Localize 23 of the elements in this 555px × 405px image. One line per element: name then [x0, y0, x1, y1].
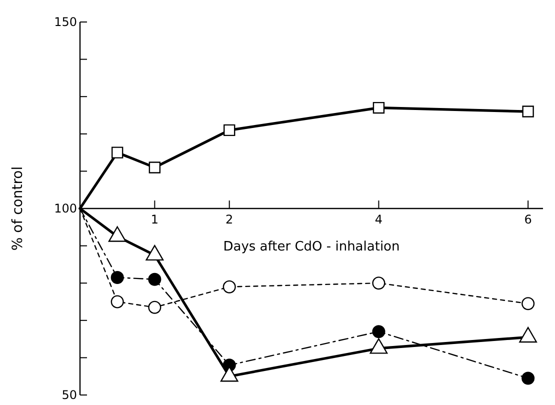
point	[372, 325, 386, 338]
x-tick-label: 1	[150, 212, 158, 226]
x-tick-label: 4	[374, 212, 383, 226]
point	[522, 106, 534, 118]
y-axis-title: % of control	[10, 166, 26, 251]
point	[110, 295, 124, 308]
point	[522, 297, 535, 310]
point	[148, 300, 162, 314]
point	[522, 372, 535, 385]
point	[372, 102, 385, 114]
point	[224, 124, 236, 136]
point	[148, 162, 161, 174]
point	[110, 271, 124, 284]
x-tick-label: 6	[524, 212, 532, 226]
point	[148, 272, 162, 286]
point	[111, 146, 124, 158]
y-tick-label: 150	[54, 15, 77, 30]
x-axis-title: Days after CdO - inhalation	[223, 240, 400, 254]
y-tick-label: 50	[62, 388, 77, 402]
y-tick-label: 100	[54, 202, 77, 216]
point	[372, 276, 386, 290]
x-tick-label: 2	[226, 212, 234, 226]
point	[222, 280, 236, 294]
